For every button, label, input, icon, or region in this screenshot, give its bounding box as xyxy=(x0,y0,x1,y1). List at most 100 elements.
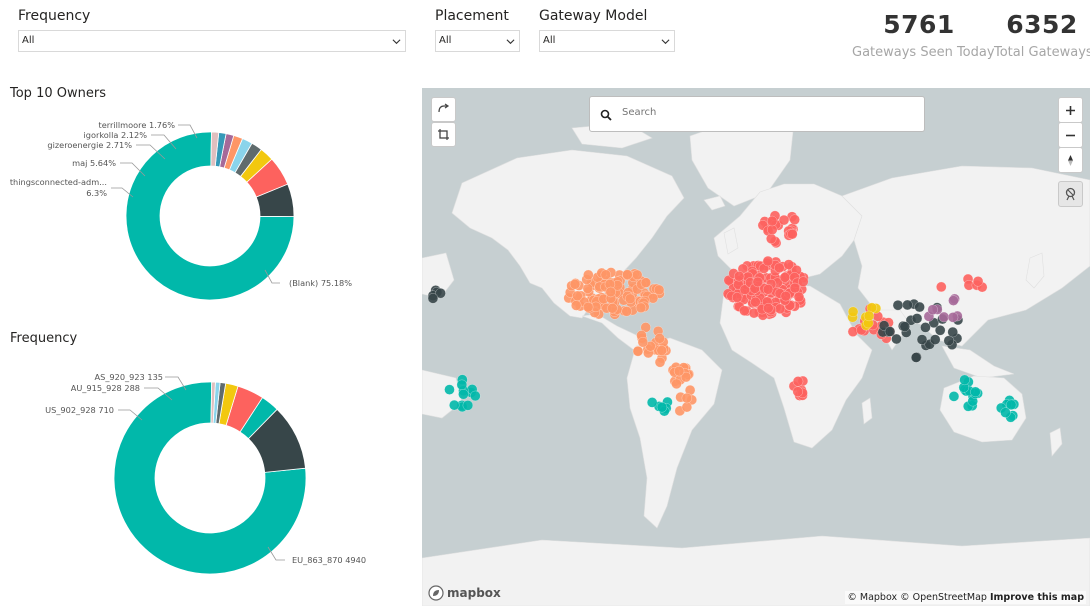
gateway-point[interactable] xyxy=(936,281,947,293)
gateway-point[interactable] xyxy=(1000,407,1011,418)
gateway-point[interactable] xyxy=(733,270,745,282)
compass-button[interactable] xyxy=(1058,147,1083,173)
map-select-button[interactable] xyxy=(431,122,456,147)
gateway-point[interactable] xyxy=(632,345,644,357)
gateway-point[interactable] xyxy=(863,310,875,322)
gateway-map[interactable]: mapbox © Mapbox © OpenStreetMap Improve … xyxy=(422,88,1090,606)
gateway-point[interactable] xyxy=(914,301,925,313)
gateway-point[interactable] xyxy=(787,228,798,240)
gateway-point[interactable] xyxy=(654,356,666,368)
gateway-point[interactable] xyxy=(653,284,665,296)
gateway-point[interactable] xyxy=(902,299,913,311)
gateway-point[interactable] xyxy=(635,302,647,314)
gateway-point[interactable] xyxy=(656,401,668,413)
gateway-point[interactable] xyxy=(572,290,583,302)
gateway-point[interactable] xyxy=(449,399,460,411)
gateway-point[interactable] xyxy=(583,269,594,281)
gateway-model-dropdown[interactable]: All xyxy=(539,30,675,52)
gateway-point[interactable] xyxy=(792,386,804,397)
gateway-point[interactable] xyxy=(778,214,790,226)
gateway-point[interactable] xyxy=(959,374,970,386)
improve-map-link[interactable]: Improve this map xyxy=(989,592,1084,603)
gateway-point[interactable] xyxy=(637,336,649,348)
owners-slice-9[interactable] xyxy=(210,131,220,167)
gateway-point[interactable] xyxy=(910,352,922,363)
gateway-point[interactable] xyxy=(607,303,618,314)
gateway-point[interactable] xyxy=(884,326,896,337)
gateway-point[interactable] xyxy=(571,300,582,311)
frequency-dropdown[interactable]: All xyxy=(18,30,406,52)
gateway-point[interactable] xyxy=(762,255,774,267)
gateway-point[interactable] xyxy=(640,277,652,288)
gateway-point[interactable] xyxy=(970,386,981,398)
zoom-in-button[interactable] xyxy=(1058,97,1083,123)
gateway-point[interactable] xyxy=(681,392,693,404)
map-canvas[interactable] xyxy=(422,88,1090,606)
gateway-point[interactable] xyxy=(456,379,468,391)
gateway-point[interactable] xyxy=(739,305,750,316)
gateway-point[interactable] xyxy=(766,215,778,227)
gateway-point[interactable] xyxy=(892,299,904,311)
gateway-point[interactable] xyxy=(462,400,474,411)
gateway-point[interactable] xyxy=(934,325,946,336)
gateway-point[interactable] xyxy=(891,333,902,345)
gateway-point[interactable] xyxy=(920,322,931,333)
frequency-slice-7[interactable] xyxy=(210,381,216,424)
gateway-point[interactable] xyxy=(458,388,469,400)
gateway-point[interactable] xyxy=(605,286,616,298)
gateway-point[interactable] xyxy=(789,214,800,225)
gateway-point[interactable] xyxy=(798,276,809,287)
gateway-point[interactable] xyxy=(783,259,794,270)
gateway-point[interactable] xyxy=(631,269,643,281)
gateway-point[interactable] xyxy=(763,302,774,314)
frequency-slice-0[interactable] xyxy=(113,381,307,575)
placement-dropdown[interactable]: All xyxy=(435,30,520,52)
gateway-point[interactable] xyxy=(622,269,633,280)
gateway-point[interactable] xyxy=(646,397,658,408)
gateway-point[interactable] xyxy=(972,276,984,287)
gateway-point[interactable] xyxy=(731,292,743,303)
gateway-point[interactable] xyxy=(916,334,928,345)
gateway-point[interactable] xyxy=(621,306,632,317)
gateway-point[interactable] xyxy=(789,282,801,294)
gateway-point[interactable] xyxy=(899,321,911,332)
gateway-point[interactable] xyxy=(929,334,941,345)
gateway-point[interactable] xyxy=(444,384,455,395)
gateway-point[interactable] xyxy=(752,276,764,288)
gateway-point[interactable] xyxy=(947,312,959,323)
gateway-point[interactable] xyxy=(766,233,777,245)
gateway-point[interactable] xyxy=(847,306,859,318)
gateway-point[interactable] xyxy=(582,301,594,313)
gateway-point[interactable] xyxy=(947,326,958,338)
gateway-point[interactable] xyxy=(779,272,791,283)
gateway-point[interactable] xyxy=(927,304,938,315)
gateway-point[interactable] xyxy=(948,295,959,306)
map-search-input[interactable] xyxy=(620,106,914,119)
gateway-point[interactable] xyxy=(624,293,636,305)
gateway-point[interactable] xyxy=(1005,399,1017,411)
gateway-point[interactable] xyxy=(680,371,692,383)
gateway-point[interactable] xyxy=(774,262,785,274)
gateway-point[interactable] xyxy=(943,335,955,346)
gateway-point[interactable] xyxy=(569,279,581,290)
gateway-point[interactable] xyxy=(656,345,667,356)
gateway-point[interactable] xyxy=(948,391,960,402)
gateway-point[interactable] xyxy=(780,290,792,302)
map-reset-button[interactable] xyxy=(431,97,456,122)
gateway-point[interactable] xyxy=(600,269,612,280)
gateway-point[interactable] xyxy=(435,287,446,299)
gateway-point[interactable] xyxy=(762,284,774,295)
gateway-point[interactable] xyxy=(470,390,481,402)
attribution-text[interactable]: © Mapbox © OpenStreetMap xyxy=(847,592,987,603)
lasso-button[interactable] xyxy=(1058,181,1083,207)
gateway-point[interactable] xyxy=(654,333,665,344)
gateway-point[interactable] xyxy=(938,311,950,323)
gateway-point[interactable] xyxy=(673,365,685,377)
gateway-point[interactable] xyxy=(750,296,761,308)
map-search[interactable] xyxy=(589,96,925,132)
gateway-point[interactable] xyxy=(671,378,682,390)
gateway-point[interactable] xyxy=(681,401,693,413)
gateway-point[interactable] xyxy=(793,291,805,303)
zoom-out-button[interactable] xyxy=(1058,122,1083,148)
gateway-point[interactable] xyxy=(911,313,923,324)
